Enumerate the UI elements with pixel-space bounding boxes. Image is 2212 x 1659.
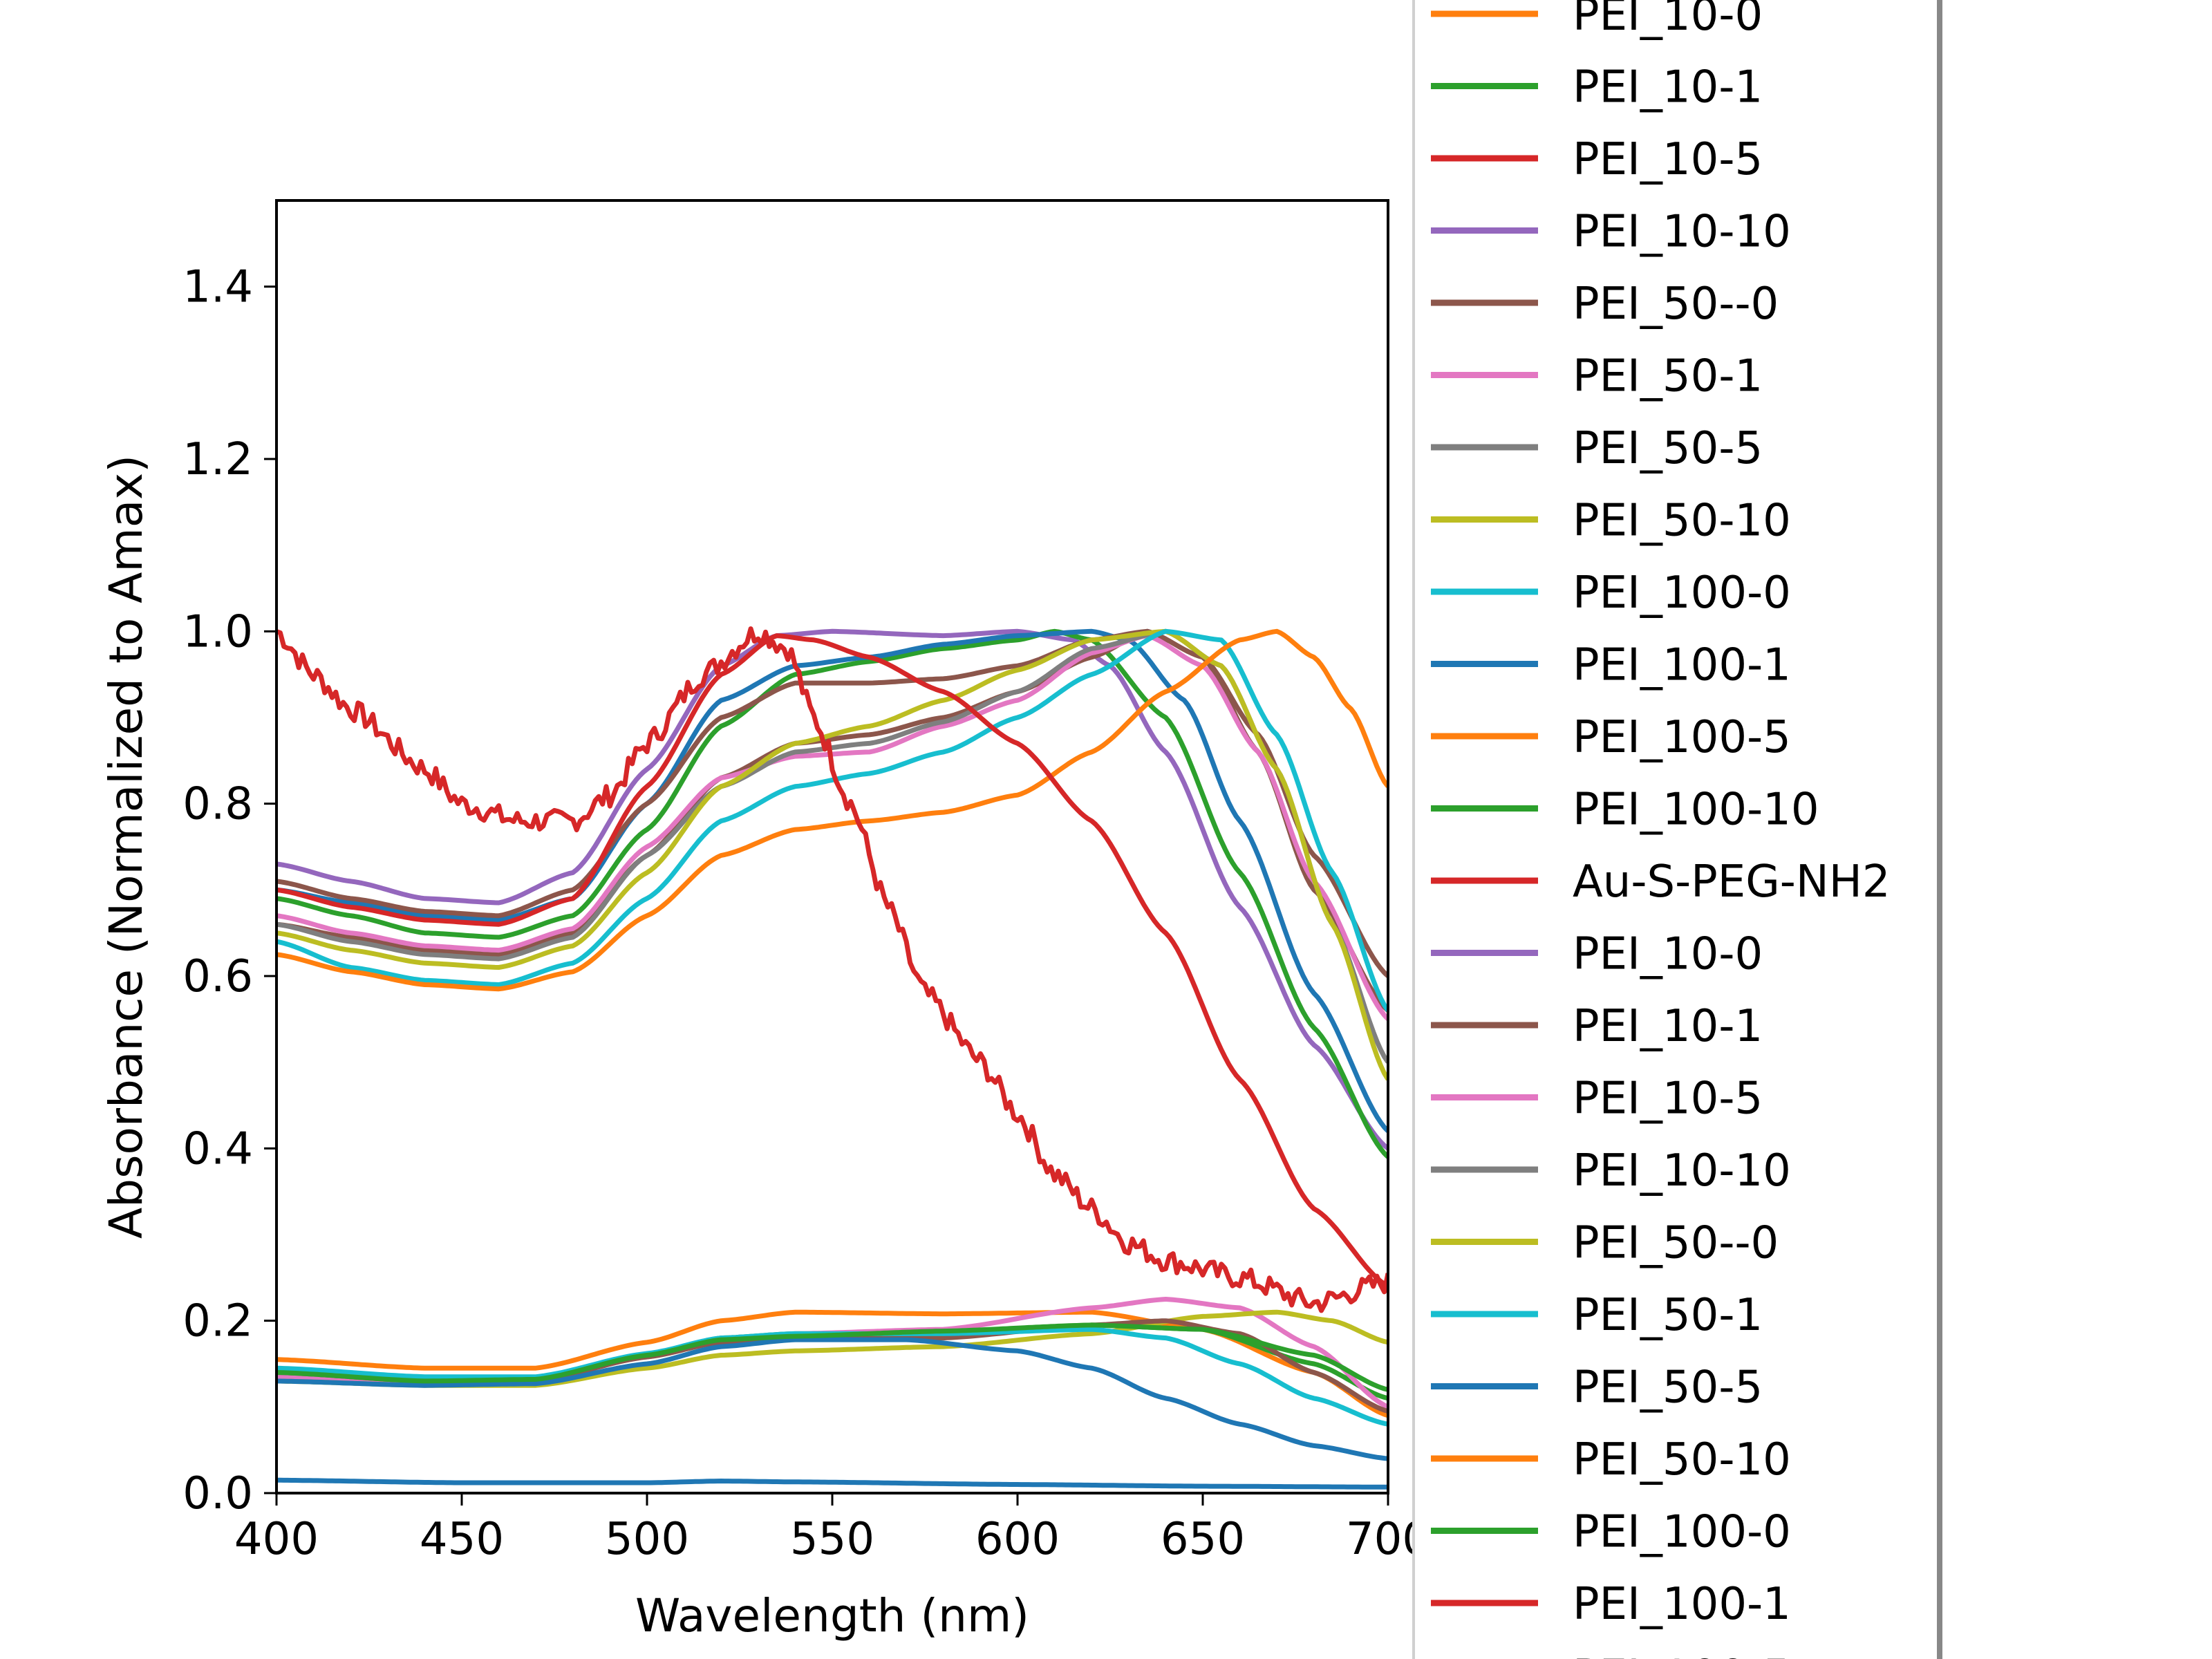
legend-label: PEI_50--0 (1573, 1218, 1779, 1269)
x-axis-label: Wavelength (nm) (635, 1589, 1029, 1642)
legend-label: PEI_100-1 (1573, 640, 1791, 691)
legend-label: PEI_50--0 (1573, 279, 1779, 330)
legend: PEI_10-0 PEI_10-1 PEI_10-5 PEI_10-10 PEI_50-… (1412, 0, 1942, 1659)
legend-label: PEI_50-10 (1573, 496, 1791, 547)
legend-label: PEI_10-0 (1573, 0, 1763, 41)
legend-label: PEI_10-1 (1573, 62, 1763, 113)
x-tick-label: 450 (420, 1514, 504, 1565)
legend-label: PEI_100-10 (1573, 785, 1819, 836)
x-tick-label: 500 (605, 1514, 689, 1565)
y-tick-label: 0.2 (182, 1296, 253, 1347)
series-layer (276, 626, 1388, 1490)
y-axis: 0.0 0.2 0.4 0.6 0.8 1.0 1.2 1.4 (182, 262, 276, 1519)
series-line-9 (276, 628, 1388, 992)
x-tick-label: 650 (1161, 1514, 1245, 1565)
series-line-10 (276, 626, 1388, 1313)
y-tick-label: 1.4 (182, 262, 253, 313)
y-tick-label: 0.6 (182, 951, 253, 1002)
x-tick-label: 400 (234, 1514, 319, 1565)
series-line-8 (276, 628, 1388, 1012)
legend-label: PEI_100-1 (1573, 1579, 1791, 1630)
legend-label: PEI_50-5 (1573, 1362, 1763, 1414)
legend-label: PEI_10-0 (1573, 929, 1763, 980)
series-line-19 (276, 1322, 1388, 1392)
series-line-7 (276, 628, 1388, 1081)
y-tick-label: 0.8 (182, 779, 253, 830)
legend-box (1412, 0, 1940, 1659)
series-line-1 (276, 628, 1388, 1159)
legend-label: PEI_10-10 (1573, 207, 1791, 258)
y-tick-label: 1.2 (182, 434, 253, 485)
legend-label: PEI_100-0 (1573, 568, 1791, 619)
x-tick-label: 600 (975, 1514, 1060, 1565)
series-line-2 (276, 628, 1388, 1133)
legend-label: PEI_100-5 (1573, 1651, 1791, 1659)
legend-label: PEI_50-1 (1573, 351, 1763, 402)
series-line-11 (276, 633, 1388, 1288)
x-tick-label: 550 (790, 1514, 874, 1565)
y-tick-label: 0.4 (182, 1123, 253, 1174)
legend-label: PEI_10-5 (1573, 134, 1763, 185)
series-line-18 (276, 1337, 1388, 1461)
legend-label: PEI_50-5 (1573, 423, 1763, 474)
x-axis: 400 450 500 550 600 650 700 (234, 1493, 1430, 1565)
legend-label: PEI_50-10 (1573, 1434, 1791, 1485)
y-tick-label: 1.0 (182, 606, 253, 657)
y-tick-label: 0.0 (182, 1468, 253, 1519)
y-axis-label: Absorbance (Normalized to Amax) (100, 455, 153, 1239)
legend-label: PEI_10-1 (1573, 1001, 1763, 1052)
series-line-0 (276, 628, 1388, 1151)
series-line-20 (276, 1477, 1388, 1490)
legend-label: PEI_10-10 (1573, 1145, 1791, 1197)
legend-label: PEI_100-0 (1573, 1507, 1791, 1558)
legend-label: PEI_10-5 (1573, 1074, 1763, 1125)
legend-label: PEI_100-5 (1573, 712, 1791, 763)
series-line-17 (276, 1327, 1388, 1427)
legend-label: Au-S-PEG-NH2 (1573, 856, 1891, 908)
legend-label: PEI_50-1 (1573, 1290, 1763, 1341)
series-line-12 (276, 1309, 1388, 1418)
